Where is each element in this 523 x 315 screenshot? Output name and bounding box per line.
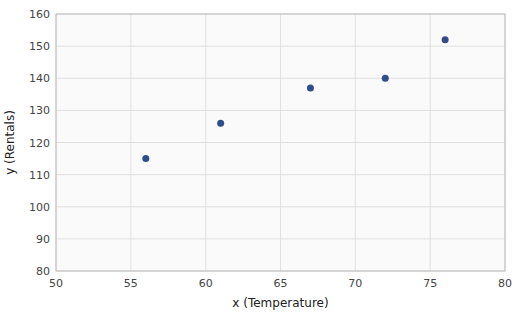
x-tick-label: 70 xyxy=(348,277,362,290)
scatter-point xyxy=(382,75,389,82)
points xyxy=(142,36,448,162)
x-tick-label: 60 xyxy=(199,277,213,290)
x-tick-label: 50 xyxy=(49,277,63,290)
scatter-point xyxy=(307,84,314,91)
x-axis-label: x (Temperature) xyxy=(232,296,328,310)
y-tick-label: 150 xyxy=(29,40,50,53)
x-tick-label: 75 xyxy=(423,277,437,290)
x-tick-label: 65 xyxy=(274,277,288,290)
x-tick-label: 80 xyxy=(498,277,512,290)
y-tick-label: 90 xyxy=(36,233,50,246)
grid xyxy=(56,14,505,271)
y-grid-line xyxy=(56,206,505,207)
y-grid-line xyxy=(56,46,505,47)
plot-frame xyxy=(56,14,505,271)
x-tick-label: 55 xyxy=(124,277,138,290)
y-tick-label: 160 xyxy=(29,8,50,21)
y-tick-label: 120 xyxy=(29,137,50,150)
ticks: 50 55 60 65 70 75 80 80 90 100 110 120 130 140 150 160 xyxy=(29,8,512,290)
plot-area xyxy=(56,14,505,271)
y-axis-label: y (Rentals) xyxy=(3,110,17,175)
scatter-point xyxy=(442,36,449,43)
scatter-point xyxy=(217,120,224,127)
y-grid-line xyxy=(56,238,505,239)
scatter-point xyxy=(142,155,149,162)
y-tick-label: 80 xyxy=(36,265,50,278)
y-grid-line xyxy=(56,142,505,143)
chart: 50 55 60 65 70 75 80 80 90 100 110 120 130 140 150 160 x… xyxy=(0,0,523,315)
y-tick-label: 110 xyxy=(29,169,50,182)
y-grid-line xyxy=(56,110,505,111)
y-grid-line xyxy=(56,78,505,79)
y-tick-label: 100 xyxy=(29,201,50,214)
y-tick-label: 140 xyxy=(29,72,50,85)
y-tick-label: 130 xyxy=(29,104,50,117)
y-grid-line xyxy=(56,174,505,175)
